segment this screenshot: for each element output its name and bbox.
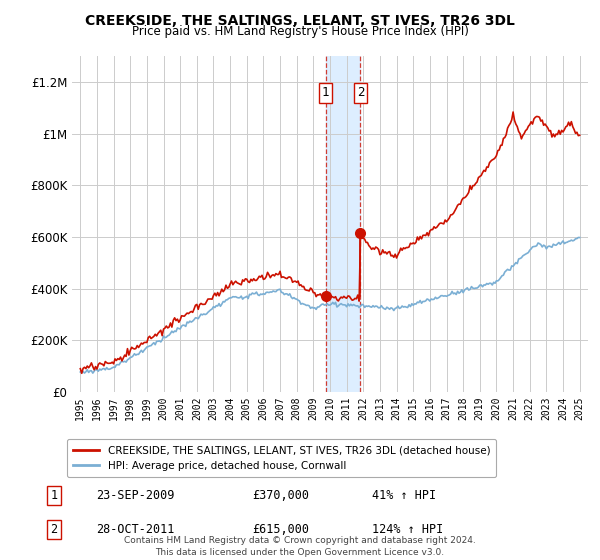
Text: £370,000: £370,000 bbox=[252, 489, 309, 502]
Text: 2: 2 bbox=[357, 86, 364, 100]
Text: 23-SEP-2009: 23-SEP-2009 bbox=[96, 489, 175, 502]
Text: 41% ↑ HPI: 41% ↑ HPI bbox=[372, 489, 436, 502]
Text: 1: 1 bbox=[50, 489, 58, 502]
Text: 28-OCT-2011: 28-OCT-2011 bbox=[96, 522, 175, 536]
Legend: CREEKSIDE, THE SALTINGS, LELANT, ST IVES, TR26 3DL (detached house), HPI: Averag: CREEKSIDE, THE SALTINGS, LELANT, ST IVES… bbox=[67, 439, 496, 477]
Text: Price paid vs. HM Land Registry's House Price Index (HPI): Price paid vs. HM Land Registry's House … bbox=[131, 25, 469, 38]
Text: £615,000: £615,000 bbox=[252, 522, 309, 536]
Bar bbox=[326, 56, 361, 392]
Text: 124% ↑ HPI: 124% ↑ HPI bbox=[372, 522, 443, 536]
Text: 1: 1 bbox=[322, 86, 329, 100]
Text: CREEKSIDE, THE SALTINGS, LELANT, ST IVES, TR26 3DL: CREEKSIDE, THE SALTINGS, LELANT, ST IVES… bbox=[85, 14, 515, 28]
Text: 2: 2 bbox=[50, 522, 58, 536]
Text: Contains HM Land Registry data © Crown copyright and database right 2024.
This d: Contains HM Land Registry data © Crown c… bbox=[124, 536, 476, 557]
